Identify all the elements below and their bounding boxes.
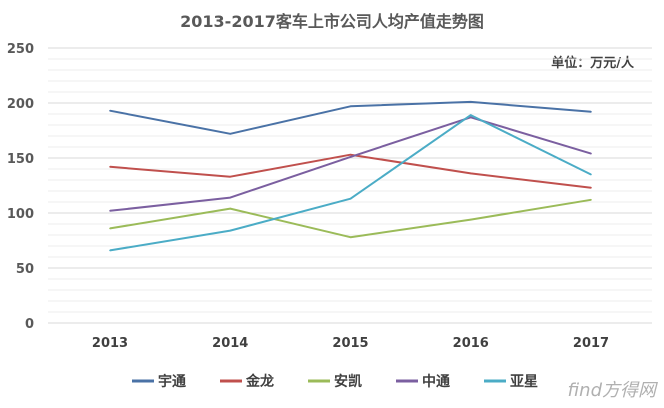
data-point xyxy=(469,172,472,175)
data-point xyxy=(109,227,111,230)
series-line-中通 xyxy=(109,116,592,212)
data-point xyxy=(590,199,592,201)
data-point xyxy=(109,210,111,212)
data-point xyxy=(349,153,352,156)
y-tick-label: 50 xyxy=(16,262,34,277)
data-point xyxy=(590,111,592,113)
y-tick-label: 200 xyxy=(7,97,34,112)
data-point xyxy=(229,207,232,210)
x-tick-label: 2017 xyxy=(573,336,609,351)
legend-label: 金龙 xyxy=(245,373,274,390)
data-point xyxy=(590,186,592,189)
data-point xyxy=(469,218,472,221)
x-tick-label: 2015 xyxy=(332,336,368,351)
legend-label: 中通 xyxy=(422,373,450,390)
data-point xyxy=(469,101,472,103)
legend-label: 安凯 xyxy=(334,373,362,390)
data-point xyxy=(349,105,352,108)
data-point xyxy=(229,196,232,199)
data-point xyxy=(469,114,472,116)
data-point xyxy=(349,156,352,158)
y-tick-label: 150 xyxy=(7,152,34,167)
data-point xyxy=(229,229,232,232)
data-point xyxy=(349,197,352,200)
x-tick-label: 2016 xyxy=(453,336,489,351)
series-line-亚星 xyxy=(109,114,592,252)
data-point xyxy=(349,236,352,238)
chart-title: 2013-2017客车上市公司人均产值走势图 xyxy=(180,12,484,31)
y-tick-label: 0 xyxy=(25,317,34,332)
x-tick-label: 2014 xyxy=(212,336,248,351)
data-point xyxy=(109,109,111,112)
data-point xyxy=(590,173,592,176)
y-tick-label: 250 xyxy=(7,42,34,57)
data-point xyxy=(109,166,111,168)
series-line-安凯 xyxy=(109,198,592,239)
series-line-金龙 xyxy=(109,153,592,189)
data-point xyxy=(469,116,472,119)
watermark-logo: find方得网 xyxy=(567,380,656,401)
data-point xyxy=(229,133,232,135)
data-point xyxy=(229,175,232,178)
x-tick-label: 2013 xyxy=(92,336,128,351)
data-point xyxy=(109,249,111,252)
legend-label: 亚星 xyxy=(510,374,538,390)
y-tick-label: 100 xyxy=(7,207,34,222)
unit-label: 单位：万元/人 xyxy=(551,56,634,71)
legend-label: 宇通 xyxy=(158,373,186,390)
data-point xyxy=(590,152,592,155)
